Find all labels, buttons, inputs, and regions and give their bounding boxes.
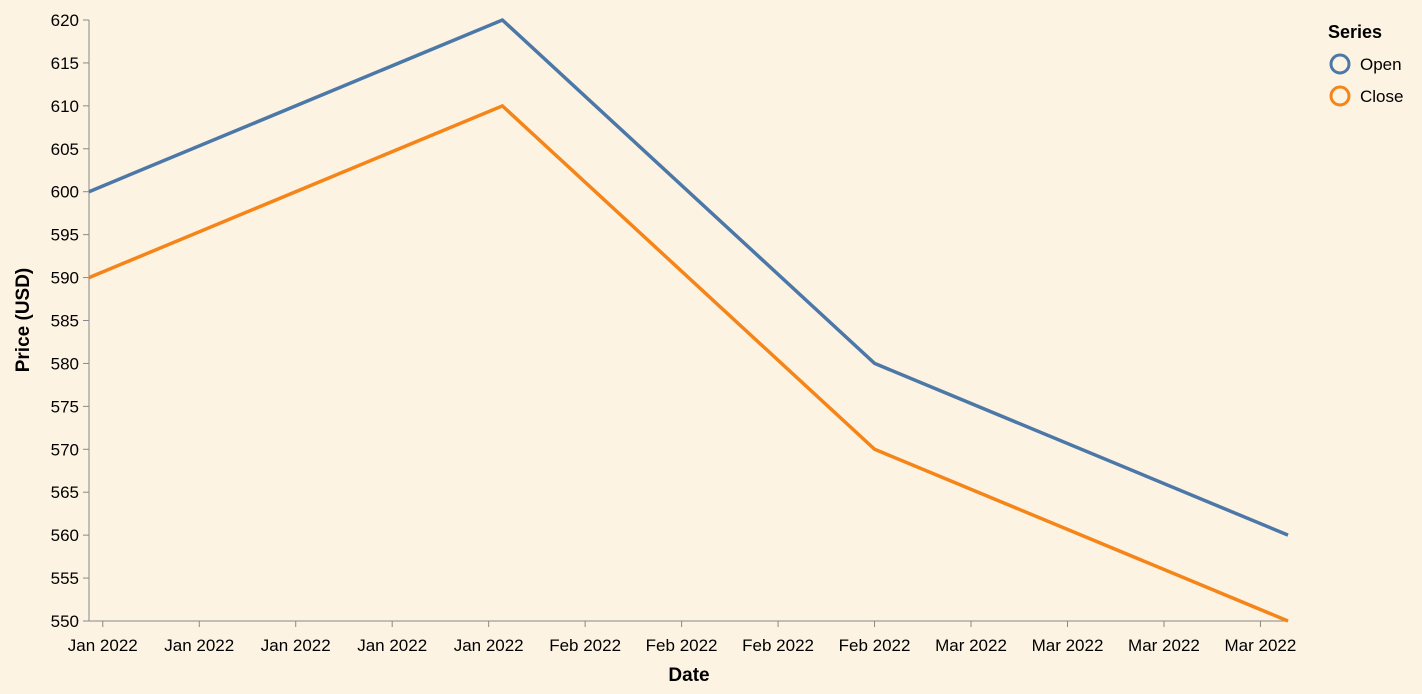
y-tick-label: 560 [51,526,79,545]
y-tick-label: 585 [51,312,79,331]
legend-symbol-open [1329,53,1351,75]
y-tick-label: 570 [51,440,79,459]
y-tick-label: 590 [51,269,79,288]
y-tick-label: 565 [51,483,79,502]
x-tick-label: Mar 2022 [1225,636,1297,655]
y-tick-label: 550 [51,612,79,631]
x-tick-label: Feb 2022 [646,636,718,655]
legend: Series Open Close [1328,22,1403,107]
x-tick-label: Mar 2022 [1032,636,1104,655]
y-tick-label: 615 [51,54,79,73]
x-axis-title: Date [668,665,709,686]
x-tick-label: Jan 2022 [164,636,234,655]
x-tick-label: Mar 2022 [1128,636,1200,655]
x-tick-label: Feb 2022 [549,636,621,655]
legend-title: Series [1328,22,1382,42]
y-tick-label: 575 [51,397,79,416]
y-axis: 550 555 560 565 570 575 580 585 590 595 600 605 610 6… [51,11,90,631]
x-tick-label: Mar 2022 [935,636,1007,655]
y-tick-label: 600 [51,183,79,202]
y-tick-label: 555 [51,569,79,588]
y-axis-title: Price (USD) [13,268,34,373]
x-tick-label: Jan 2022 [68,636,138,655]
series-line-close [88,103,1289,623]
x-tick-label: Feb 2022 [839,636,911,655]
x-tick-label: Jan 2022 [261,636,331,655]
y-tick-label: 605 [51,140,79,159]
x-tick-label: Jan 2022 [454,636,524,655]
x-tick-label: Jan 2022 [357,636,427,655]
series-layer [88,17,1289,623]
series-line-open [88,17,1289,537]
y-tick-label: 620 [51,11,79,30]
y-tick-label: 610 [51,97,79,116]
legend-label-close: Close [1360,87,1403,106]
x-axis: Jan 2022 Jan 2022 Jan 2022 Jan 2022 Jan 2022… [68,620,1297,655]
x-tick-label: Feb 2022 [742,636,814,655]
legend-label-open: Open [1360,55,1402,74]
legend-symbol-close [1329,85,1351,107]
y-tick-label: 595 [51,226,79,245]
y-tick-label: 580 [51,354,79,373]
